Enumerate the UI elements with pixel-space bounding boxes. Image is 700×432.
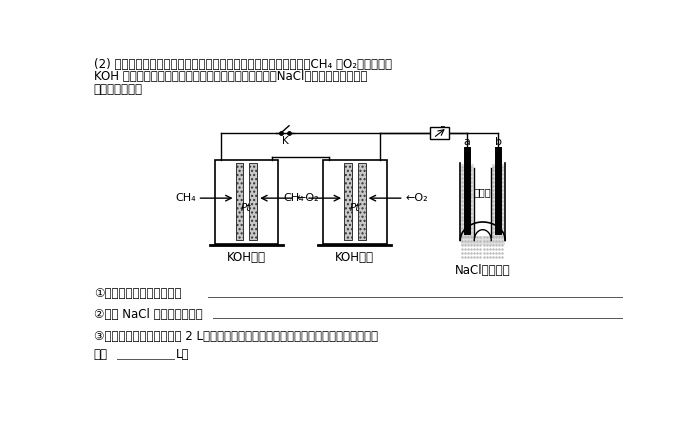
Bar [323,160,386,244]
Bar [235,163,244,241]
Text: a: a [464,137,470,146]
Text: L。: L。 [176,348,189,361]
Text: (2) 新型高效的甲烷燃料电池采用铂为电极材料、两电极上分别通入CH₄ 和O₂，电解质为: (2) 新型高效的甲烷燃料电池采用铂为电极材料、两电极上分别通入CH₄ 和O₂，… [94,58,392,71]
Text: Pt: Pt [241,203,251,213]
Bar [249,163,257,241]
Bar [430,127,449,139]
Text: ③若每个电池甲烷通入量为 2 L，且反应完全，则理论上最多能产生的相同状况下氯气体: ③若每个电池甲烷通入量为 2 L，且反应完全，则理论上最多能产生的相同状况下氯气… [94,330,378,343]
Bar [461,236,505,245]
Text: ←O₂: ←O₂ [405,193,428,203]
Bar [215,160,278,244]
Text: KOH溶液: KOH溶液 [335,251,375,264]
Text: NaCl饱和溶液: NaCl饱和溶液 [455,264,510,276]
Text: ←O₂: ←O₂ [297,193,319,203]
Text: 验，如图所示。: 验，如图所示。 [94,83,143,95]
Text: ②电解 NaCl 溶液的总反应为: ②电解 NaCl 溶液的总反应为 [94,308,202,321]
Text: Pt: Pt [350,203,360,213]
Text: KOH 溶液。如图将两个甲烷燃料电池串联后，为电源对NaCl饱和溶液进行电解实: KOH 溶液。如图将两个甲烷燃料电池串联后，为电源对NaCl饱和溶液进行电解实 [94,70,367,83]
Text: b: b [495,137,502,146]
Bar [358,163,365,241]
Text: R: R [440,126,447,136]
Bar [344,163,352,241]
Bar [461,164,474,238]
Text: 积为: 积为 [94,348,108,361]
Text: ①甲烷燃料电池负极反应为: ①甲烷燃料电池负极反应为 [94,287,181,300]
Text: CH₄: CH₄ [284,193,304,203]
Text: CH₄: CH₄ [176,193,196,203]
Text: 石墨棒: 石墨棒 [474,187,491,197]
Text: KOH溶液: KOH溶液 [227,251,266,264]
Bar [491,164,505,238]
Text: K: K [281,136,288,146]
